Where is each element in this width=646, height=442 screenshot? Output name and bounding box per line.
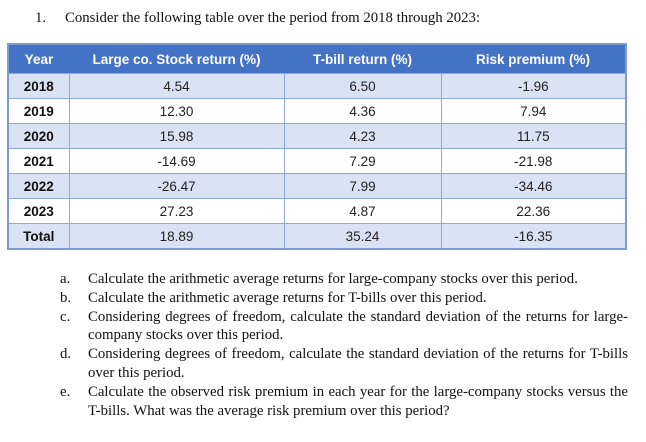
question-letter: d. bbox=[60, 346, 72, 363]
risk-premium-cell: -16.35 bbox=[440, 223, 627, 250]
tbill-return-cell: 7.29 bbox=[283, 148, 442, 174]
tbill-return-cell: 4.23 bbox=[283, 123, 442, 149]
tbill-return-cell: 4.36 bbox=[283, 98, 442, 124]
header-stock-return: Large co. Stock return (%) bbox=[69, 44, 284, 74]
returns-table-header: Year Large co. Stock return (%) T-bill r… bbox=[8, 44, 626, 74]
risk-premium-cell: -1.96 bbox=[440, 73, 627, 99]
question-letter: b. bbox=[60, 289, 72, 306]
problem-title-text: Consider the following table over the pe… bbox=[65, 10, 481, 26]
question-letter: a. bbox=[60, 271, 71, 287]
returns-table: Year Large co. Stock return (%) T-bill r… bbox=[7, 43, 627, 250]
question-text: Considering degrees of freedom, calculat… bbox=[88, 346, 628, 381]
risk-premium-cell: -34.46 bbox=[440, 173, 627, 199]
question-item: e. Calculate the observed risk premium in… bbox=[60, 383, 628, 421]
question-list: a. Calculate the arithmetic average retur… bbox=[60, 270, 628, 420]
tbill-return-cell: 6.50 bbox=[283, 73, 442, 99]
tbill-return-cell: 35.24 bbox=[283, 223, 442, 250]
stock-return-cell: 18.89 bbox=[68, 223, 285, 250]
question-text: Calculate the arithmetic average returns… bbox=[88, 289, 487, 306]
question-item: b. Calculate the arithmetic average retur… bbox=[60, 289, 628, 308]
stock-return-cell: 15.98 bbox=[68, 123, 285, 149]
table-row: Total 18.89 35.24 -16.35 bbox=[7, 223, 627, 250]
question-text: Calculate the observed risk premium in e… bbox=[88, 383, 628, 419]
table-row: 2021 -14.69 7.29 -21.98 bbox=[7, 148, 627, 174]
question-item: d. Considering degrees of freedom, calcul… bbox=[60, 345, 628, 383]
question-item: c. Considering degrees of freedom, calcul… bbox=[60, 308, 628, 346]
question-letter: c. bbox=[60, 308, 71, 325]
stock-return-cell: -14.69 bbox=[68, 148, 285, 174]
year-cell: 2018 bbox=[7, 73, 70, 99]
year-cell: 2020 bbox=[7, 123, 70, 149]
problem-title: 1. Consider the following table over the… bbox=[35, 9, 646, 28]
table-row: 2022 -26.47 7.99 -34.46 bbox=[7, 173, 627, 199]
stock-return-cell: 12.30 bbox=[68, 98, 285, 124]
table-row: 2018 4.54 6.50 -1.96 bbox=[7, 73, 627, 99]
stock-return-cell: 27.23 bbox=[68, 198, 285, 224]
header-risk-premium: Risk premium (%) bbox=[441, 44, 626, 74]
risk-premium-cell: 22.36 bbox=[440, 198, 627, 224]
table-row: 2019 12.30 4.36 7.94 bbox=[7, 98, 627, 124]
table-row: 2020 15.98 4.23 11.75 bbox=[7, 123, 627, 149]
question-text: Considering degrees of freedom, calculat… bbox=[88, 308, 628, 344]
risk-premium-cell: 7.94 bbox=[440, 98, 627, 124]
question-text: Calculate the arithmetic average returns… bbox=[88, 271, 578, 287]
table-row: 2023 27.23 4.87 22.36 bbox=[7, 198, 627, 224]
header-tbill-return: T-bill return (%) bbox=[284, 44, 441, 74]
risk-premium-cell: 11.75 bbox=[440, 123, 627, 149]
stock-return-cell: 4.54 bbox=[68, 73, 285, 99]
header-year: Year bbox=[8, 44, 69, 74]
header-row: Year Large co. Stock return (%) T-bill r… bbox=[8, 44, 626, 74]
question-item: a. Calculate the arithmetic average retur… bbox=[60, 270, 628, 289]
question-letter: e. bbox=[60, 383, 71, 400]
year-cell: 2023 bbox=[7, 198, 70, 224]
returns-table-body: 2018 4.54 6.50 -1.96 2019 12.30 4.36 7.94 2020 15… bbox=[7, 73, 627, 250]
problem-number: 1. bbox=[35, 10, 47, 26]
risk-premium-cell: -21.98 bbox=[440, 148, 627, 174]
year-cell: 2021 bbox=[7, 148, 70, 174]
tbill-return-cell: 7.99 bbox=[283, 173, 442, 199]
stock-return-cell: -26.47 bbox=[68, 173, 285, 199]
year-cell: Total bbox=[7, 223, 70, 250]
tbill-return-cell: 4.87 bbox=[283, 198, 442, 224]
year-cell: 2019 bbox=[7, 98, 70, 124]
year-cell: 2022 bbox=[7, 173, 70, 199]
